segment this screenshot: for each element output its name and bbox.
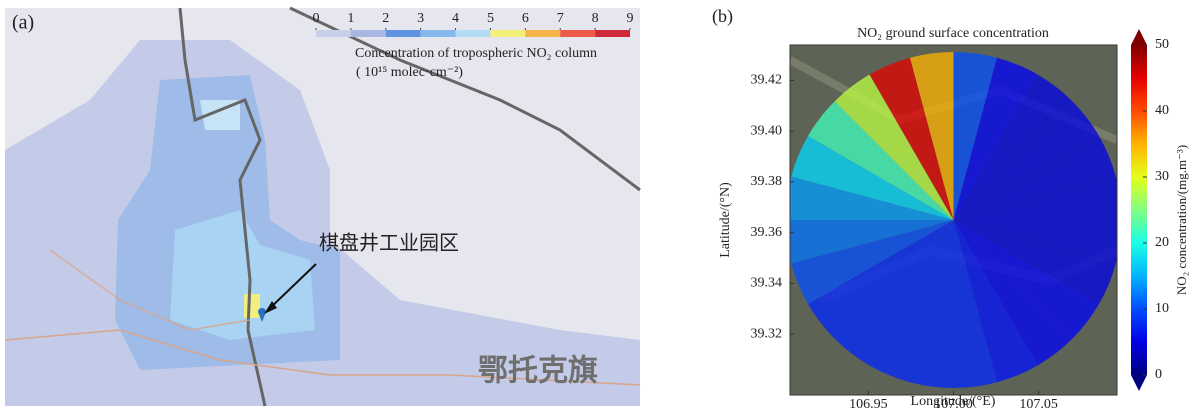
legend-swatch (421, 30, 456, 37)
x-tick-label: 107.00 (934, 397, 973, 409)
legend-title: Concentration of tropospheric NO₂ column (355, 46, 597, 61)
colorbar (1131, 45, 1147, 375)
legend-tick-label: 1 (347, 11, 354, 26)
legend-swatch (560, 30, 595, 37)
y-tick-label: 39.36 (751, 225, 783, 240)
y-tick-label: 39.32 (751, 326, 783, 341)
legend-swatch (351, 30, 386, 37)
colorbar-tick-label: 10 (1155, 301, 1169, 316)
legend-tick-label: 0 (313, 11, 320, 26)
legend-tick-label: 8 (592, 11, 599, 26)
x-tick-label: 107.05 (1019, 397, 1058, 409)
annotation: 棋盘井工业园区 (319, 231, 459, 255)
chart-title: NO₂ ground surface concentration (857, 26, 1049, 41)
legend-swatch (595, 30, 630, 37)
panel-label: (a) (12, 12, 34, 34)
legend-swatch (316, 30, 351, 37)
legend-tick-label: 6 (522, 11, 529, 26)
legend-tick-label: 4 (452, 11, 459, 26)
colorbar-extend (1131, 375, 1147, 391)
y-tick-label: 39.40 (751, 123, 783, 138)
map-a (5, 8, 640, 406)
colorbar-extend (1131, 29, 1147, 45)
y-axis-label: Latitude/(°N) (718, 182, 733, 258)
legend-swatch (490, 30, 525, 37)
sectors (786, 52, 1122, 388)
legend-tick-label: 2 (382, 11, 389, 26)
x-tick-label: 106.95 (849, 397, 888, 409)
legend-tick-label: 9 (627, 11, 634, 26)
legend-tick-label: 3 (417, 11, 424, 26)
colorbar-tick-label: 20 (1155, 235, 1169, 250)
place-label: 鄂托克旗 (478, 354, 598, 389)
colorbar-tick-label: 30 (1155, 169, 1169, 184)
y-tick-label: 39.42 (751, 73, 783, 88)
y-tick-label: 39.34 (751, 276, 783, 291)
legend-swatch (456, 30, 491, 37)
legend-tick-label: 7 (557, 11, 564, 26)
legend-unit: ( 10¹⁵ molec·cm⁻²) (356, 65, 463, 80)
colorbar-tick-label: 50 (1155, 37, 1169, 52)
colorbar-tick-label: 0 (1155, 367, 1162, 382)
colorbar-tick-label: 40 (1155, 103, 1169, 118)
legend-swatch (525, 30, 560, 37)
legend-tick-label: 5 (487, 11, 494, 26)
figure: (a) 棋盘井工业园区 鄂托克旗 Concentration of tropos… (0, 0, 1194, 409)
y-tick-label: 39.38 (751, 174, 783, 189)
panel-label: (b) (712, 6, 733, 27)
legend-swatch (386, 30, 421, 37)
colorbar-label: NO₂ concentration/(mg.m⁻³) (1174, 145, 1189, 295)
